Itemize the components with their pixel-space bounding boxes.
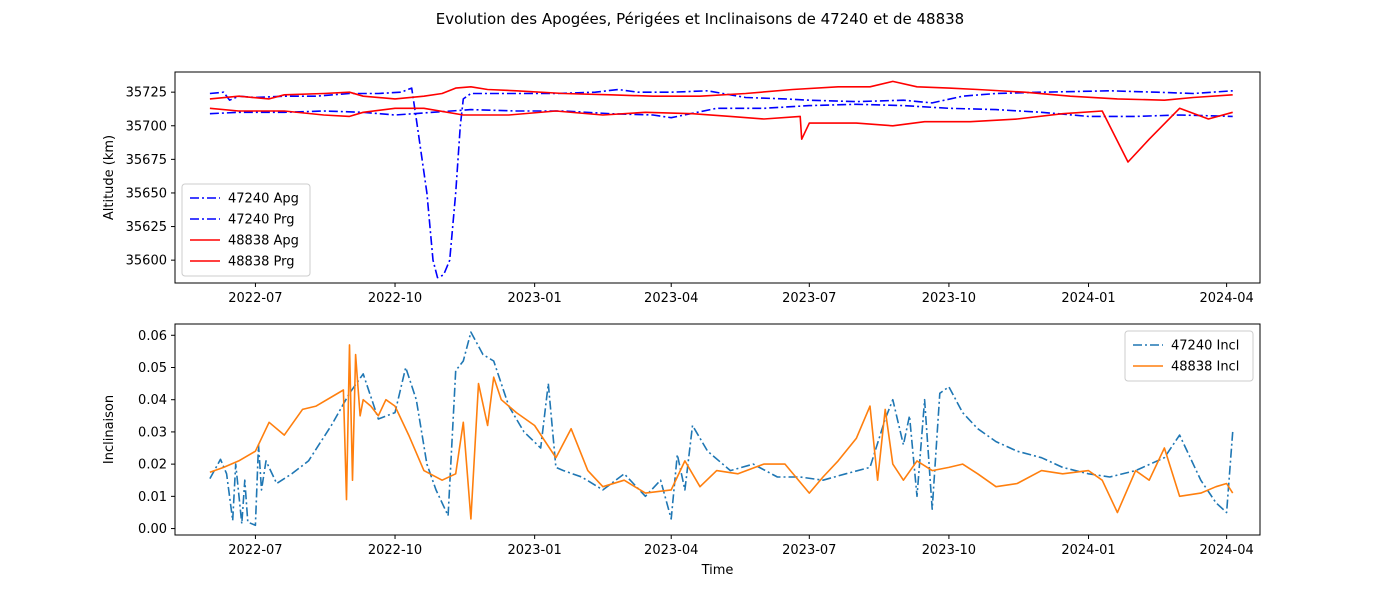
y-tick-label: 0.06: [138, 329, 167, 344]
inclination-plot: 2022-07 2022-10 2023-01 2023-04 2023-07 2023-…: [102, 323, 1261, 578]
series-line-48838-prg: [209, 107, 1233, 163]
legend-label: 48838 Incl: [1171, 360, 1239, 375]
series-line-47240-incl: [209, 331, 1234, 527]
legend: 47240 Apg 47240 Prg 48838 Apg 48838 Prg: [181, 183, 311, 277]
y-tick-label: 0.00: [138, 522, 167, 537]
x-tick-label: 2023-10: [922, 543, 976, 558]
x-tick-label: 2023-01: [507, 543, 561, 558]
series-line-47240-prg: [209, 103, 1233, 119]
y-tick-label: 0.05: [138, 361, 167, 376]
y-axis-label: Inclinaison: [102, 395, 117, 464]
y-tick-label: 0.01: [138, 490, 167, 505]
x-tick-label: 2022-10: [368, 291, 422, 306]
legend: 47240 Incl 48838 Incl: [1124, 330, 1254, 382]
x-tick-label: 2023-07: [782, 543, 836, 558]
legend-box: [181, 183, 311, 277]
x-axis-label: Time: [701, 563, 734, 578]
series-line-48838-incl: [209, 344, 1234, 520]
plot-frame: [174, 71, 1261, 284]
x-tick-label: 2024-01: [1061, 291, 1115, 306]
x-tick-label: 2023-01: [507, 291, 561, 306]
y-tick-label: 0.02: [138, 458, 167, 473]
y-tick-label: 35725: [126, 86, 167, 101]
x-tick-label: 2022-10: [368, 543, 422, 558]
series-line-48838-apg: [209, 80, 1233, 101]
altitude-plot: 2022-07 2022-10 2023-01 2023-04 2023-07 2023-…: [102, 71, 1261, 306]
series-group: [209, 80, 1233, 279]
x-tick-label: 2023-10: [922, 291, 976, 306]
x-tick-label: 2024-04: [1199, 291, 1253, 306]
legend-box: [1124, 330, 1254, 382]
legend-label: 47240 Prg: [228, 213, 294, 228]
series-group: [209, 331, 1234, 527]
y-tick-label: 35675: [126, 153, 167, 168]
x-tick-label: 2022-07: [228, 543, 282, 558]
x-tick-label: 2023-07: [782, 291, 836, 306]
y-tick-label: 0.03: [138, 425, 167, 440]
x-tick-label: 2023-04: [644, 543, 698, 558]
plot-frame: [174, 323, 1261, 536]
y-axis-label: Altitude (km): [102, 135, 117, 220]
series-line-47240-apg: [209, 87, 1233, 279]
legend-label: 47240 Apg: [228, 192, 299, 207]
x-tick-label: 2024-01: [1061, 543, 1115, 558]
x-tick-label: 2022-07: [228, 291, 282, 306]
figure-title: Evolution des Apogées, Périgées et Incli…: [436, 10, 964, 28]
y-tick-label: 35700: [126, 119, 167, 134]
y-tick-label: 35650: [126, 186, 167, 201]
y-tick-label: 35600: [126, 254, 167, 269]
y-tick-label: 35625: [126, 220, 167, 235]
legend-label: 47240 Incl: [1171, 339, 1239, 354]
legend-label: 48838 Apg: [228, 234, 299, 249]
legend-label: 48838 Prg: [228, 255, 294, 270]
y-tick-label: 0.04: [138, 393, 167, 408]
x-tick-label: 2024-04: [1199, 543, 1253, 558]
x-tick-label: 2023-04: [644, 291, 698, 306]
